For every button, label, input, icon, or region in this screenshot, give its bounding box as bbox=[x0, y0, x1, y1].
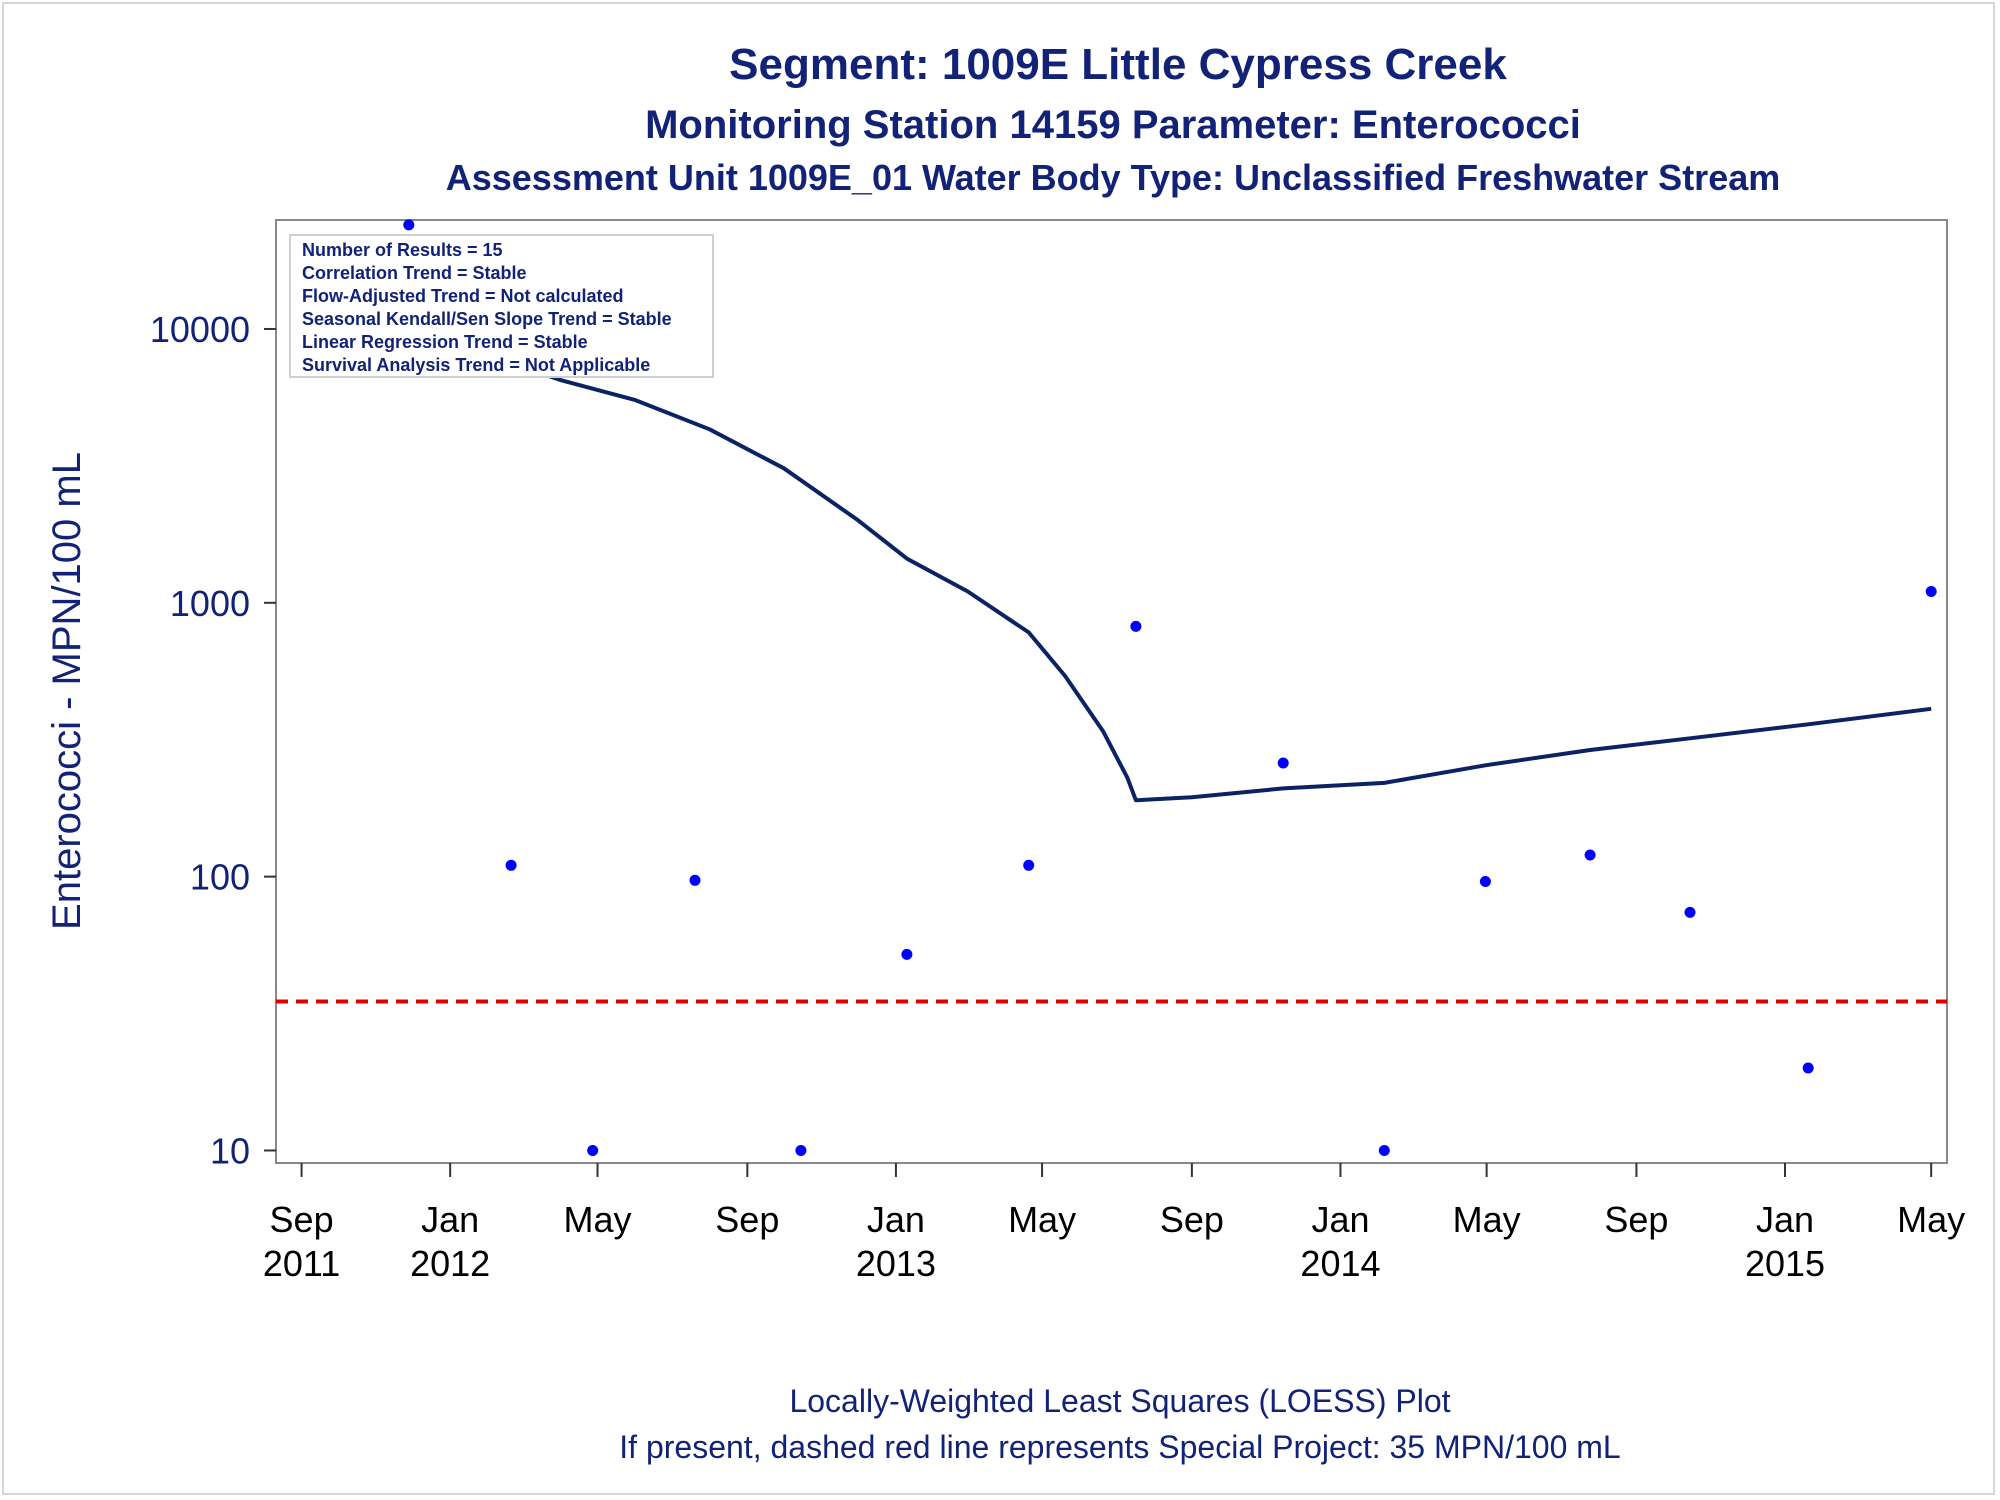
x-tick-label: May bbox=[1008, 1199, 1076, 1240]
data-point bbox=[587, 1145, 599, 1156]
x-tick-year-label: 2015 bbox=[1745, 1243, 1825, 1284]
data-point bbox=[689, 874, 701, 886]
x-tick-year-label: 2013 bbox=[856, 1243, 936, 1284]
trend-summary-box: Number of Results = 15 Correlation Trend … bbox=[289, 234, 714, 378]
data-point bbox=[1479, 876, 1491, 887]
trend-summary-line: Seasonal Kendall/Sen Slope Trend = Stabl… bbox=[302, 309, 672, 329]
chart-subtitle-2: Assessment Unit 1009E_01 Water Body Type… bbox=[446, 157, 1781, 198]
data-point bbox=[1023, 859, 1035, 871]
y-tick-label: 10 bbox=[210, 1130, 250, 1171]
data-point bbox=[1130, 620, 1142, 632]
loess-line bbox=[408, 349, 1932, 803]
trend-summary-line: Number of Results = 15 bbox=[302, 240, 503, 260]
x-tick-label: Jan bbox=[867, 1199, 925, 1240]
data-point bbox=[1925, 586, 1937, 597]
trend-summary-line: Survival Analysis Trend = Not Applicable bbox=[302, 355, 650, 375]
loess-layer bbox=[408, 349, 1932, 803]
data-point bbox=[901, 948, 913, 960]
footnote-2: If present, dashed red line represents S… bbox=[619, 1429, 1620, 1465]
data-point bbox=[795, 1145, 807, 1156]
x-tick-label: Sep bbox=[1604, 1199, 1668, 1240]
x-tick-label: Sep bbox=[1160, 1199, 1224, 1240]
x-tick-year-label: 2011 bbox=[263, 1243, 340, 1284]
data-point bbox=[505, 859, 517, 871]
chart-subtitle: Monitoring Station 14159 Parameter: Ente… bbox=[645, 103, 1581, 147]
data-point bbox=[1802, 1062, 1814, 1074]
x-tick-label: May bbox=[1897, 1199, 1965, 1240]
trend-summary-line: Correlation Trend = Stable bbox=[302, 263, 527, 283]
y-tick-label: 1000 bbox=[170, 583, 250, 624]
trend-summary-line: Linear Regression Trend = Stable bbox=[302, 332, 588, 352]
trend-summary-frame bbox=[289, 234, 714, 378]
data-point bbox=[1684, 906, 1696, 918]
trend-summary-line: Flow-Adjusted Trend = Not calculated bbox=[302, 286, 624, 306]
x-tick-label: Sep bbox=[715, 1199, 779, 1240]
data-point bbox=[1277, 757, 1289, 769]
points-layer bbox=[403, 219, 1937, 1156]
data-point bbox=[403, 219, 415, 231]
x-tick-label: May bbox=[564, 1199, 632, 1240]
footnote-1: Locally-Weighted Least Squares (LOESS) P… bbox=[789, 1383, 1450, 1419]
y-tick-label: 10000 bbox=[150, 309, 250, 350]
x-tick-label: Jan bbox=[1311, 1199, 1369, 1240]
x-tick-label: Jan bbox=[421, 1199, 479, 1240]
x-tick-label: Sep bbox=[270, 1199, 334, 1240]
x-tick-year-label: 2014 bbox=[1300, 1243, 1380, 1284]
chart-title: Segment: 1009E Little Cypress Creek bbox=[729, 40, 1507, 89]
data-point bbox=[1378, 1145, 1390, 1156]
data-point bbox=[1584, 849, 1596, 861]
x-tick-label: Jan bbox=[1756, 1199, 1814, 1240]
x-tick-label: May bbox=[1453, 1199, 1521, 1240]
x-tick-year-label: 2012 bbox=[410, 1243, 490, 1284]
y-axis: 10 100 1000 10000 bbox=[150, 309, 276, 1171]
y-axis-label: Enterococci - MPN/100 mL bbox=[45, 452, 89, 930]
y-tick-label: 100 bbox=[190, 857, 250, 898]
